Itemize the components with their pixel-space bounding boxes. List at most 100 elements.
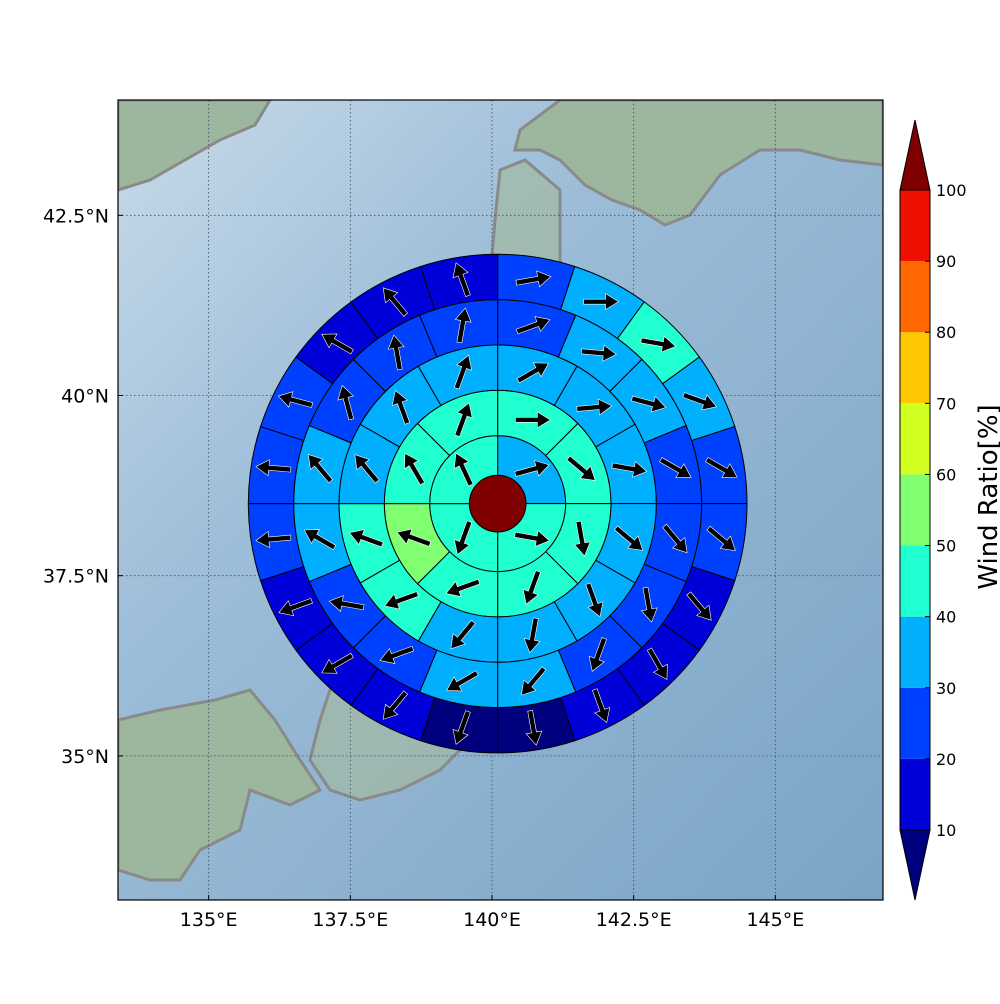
wind-arrow bbox=[516, 362, 549, 384]
wind-arrow-shape bbox=[396, 528, 432, 547]
colorbar-tick-label: 50 bbox=[936, 537, 956, 556]
wind-arrow bbox=[453, 354, 473, 390]
wind-arrow-shape bbox=[686, 591, 712, 621]
wind-arrow bbox=[454, 307, 472, 344]
wind-arrow bbox=[337, 384, 355, 421]
wind-direction-arrows bbox=[255, 262, 738, 746]
wind-arrow bbox=[453, 452, 474, 487]
wind-arrow-shape bbox=[452, 710, 471, 745]
wind-arrow bbox=[640, 586, 658, 623]
wind-arrow bbox=[646, 647, 668, 680]
wind-arrow bbox=[277, 391, 314, 408]
y-tick-label: 37.5°N bbox=[43, 566, 109, 588]
wind-arrow-shape bbox=[521, 666, 547, 696]
wind-arrow bbox=[348, 529, 384, 548]
wind-arrow-shape bbox=[321, 652, 354, 674]
wind-arrow-shape bbox=[255, 459, 292, 477]
wind-arrow bbox=[515, 316, 551, 335]
wind-arrow-shape bbox=[255, 530, 292, 548]
wind-ratio-wedges bbox=[247, 253, 748, 754]
wind-arrow bbox=[255, 530, 292, 548]
wind-arrow-shape bbox=[321, 333, 354, 355]
wind-arrow bbox=[588, 637, 607, 672]
wind-arrow-shape bbox=[640, 586, 658, 623]
wind-arrow bbox=[384, 591, 419, 610]
wind-arrow-shape bbox=[379, 645, 415, 665]
wind-arrow-shape bbox=[450, 619, 476, 650]
wind-arrow bbox=[278, 597, 313, 617]
wind-arrow bbox=[611, 460, 648, 478]
wind-arrow-shape bbox=[646, 647, 668, 680]
wind-arrow bbox=[514, 530, 551, 547]
wind-arrow-shape bbox=[659, 457, 692, 478]
wind-arrow bbox=[566, 455, 596, 481]
wind-arrow bbox=[576, 398, 613, 416]
x-tick-label: 142.5°E bbox=[596, 909, 672, 931]
wind-arrow bbox=[255, 459, 292, 477]
colorbar-band bbox=[900, 474, 930, 546]
wind-arrow-shape bbox=[706, 525, 736, 552]
colorbar-tick-label: 40 bbox=[936, 608, 956, 627]
wind-arrow-shape bbox=[453, 520, 473, 556]
wind-arrow-shape bbox=[515, 270, 552, 288]
wind-arrow-shape bbox=[277, 391, 314, 408]
wind-arrow bbox=[686, 591, 712, 621]
colorbar-tick-label: 80 bbox=[936, 323, 956, 342]
wind-arrow-shape bbox=[583, 293, 620, 311]
colorbar-band bbox=[900, 403, 930, 475]
wind-arrow-shape bbox=[307, 453, 334, 484]
wind-arrow-shape bbox=[592, 688, 611, 724]
wind-arrow-shape bbox=[515, 411, 551, 429]
wind-arrow-shape bbox=[576, 398, 613, 416]
wind-arrow bbox=[379, 645, 415, 665]
x-tick-label: 135°E bbox=[180, 909, 238, 931]
wind-arrow bbox=[404, 452, 425, 486]
wind-arrow bbox=[613, 525, 644, 551]
wind-arrow-shape bbox=[631, 395, 667, 413]
colorbar-band bbox=[900, 616, 930, 688]
wind-arrow bbox=[515, 411, 551, 429]
wind-arrow bbox=[522, 570, 541, 605]
wind-arrow bbox=[585, 582, 604, 618]
wind-arrow bbox=[640, 335, 677, 353]
wind-arrow-shape bbox=[514, 530, 551, 547]
colorbar-band bbox=[900, 687, 930, 759]
wind-arrow bbox=[446, 670, 479, 692]
wind-arrow-shape bbox=[454, 307, 472, 344]
wind-arrow-shape bbox=[525, 709, 543, 746]
wind-arrow bbox=[573, 520, 591, 557]
wind-arrow-shape bbox=[382, 690, 409, 720]
wind-arrow-shape bbox=[580, 344, 617, 362]
wind-arrow-shape bbox=[337, 384, 355, 421]
wind-arrow bbox=[452, 710, 471, 745]
colorbar-over-extension bbox=[899, 119, 931, 191]
land-hokkaido bbox=[513, 100, 883, 227]
wind-arrow bbox=[662, 523, 688, 554]
wind-arrow-shape bbox=[354, 454, 380, 484]
wind-arrow-shape bbox=[382, 287, 409, 317]
colorbar-band bbox=[900, 758, 930, 830]
colorbar-label: Wind Ratio[%] bbox=[974, 404, 1000, 589]
wind-arrow-shape bbox=[613, 525, 644, 551]
wind-arrow-shape bbox=[514, 460, 550, 477]
wind-arrow bbox=[321, 652, 354, 674]
wind-arrow bbox=[387, 334, 405, 371]
wind-arrow bbox=[391, 389, 411, 425]
wind-arrow-shape bbox=[328, 595, 365, 612]
map-frame bbox=[117, 99, 884, 901]
colorbar: 10 20 30 40 50 60 70 80 90 100 bbox=[899, 119, 967, 901]
wind-arrow bbox=[631, 395, 667, 413]
wind-arrow bbox=[523, 617, 541, 654]
colorbar-tick-label: 90 bbox=[936, 252, 956, 271]
wind-arrow bbox=[328, 595, 365, 612]
wind-arrow bbox=[453, 520, 473, 556]
wind-arrow-shape bbox=[585, 582, 604, 618]
wind-arrow-shape bbox=[523, 617, 541, 654]
colorbar-tick-label: 10 bbox=[936, 821, 956, 840]
colorbar-under-extension bbox=[899, 829, 931, 901]
wind-arrow-shape bbox=[452, 262, 471, 297]
wind-arrow bbox=[382, 690, 409, 720]
wind-arrow-shape bbox=[573, 520, 591, 557]
wind-arrow bbox=[592, 688, 611, 724]
